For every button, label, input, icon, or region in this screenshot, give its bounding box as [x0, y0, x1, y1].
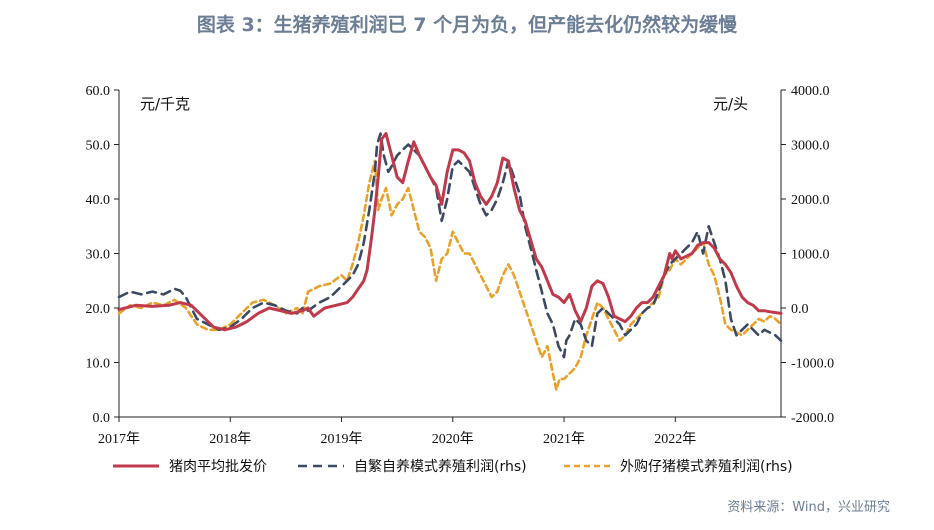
left-tick-label: 10.0 [86, 357, 111, 372]
right-tick-label: 4000.0 [791, 84, 830, 99]
right-tick-label: 0.0 [791, 302, 809, 317]
left-tick-label: 50.0 [86, 139, 111, 154]
series-line-1 [117, 132, 783, 332]
legend-label-3: 外购仔猪模式养殖利润(rhs) [620, 458, 793, 475]
x-tick-label: 2018年 [209, 431, 251, 447]
right-tick-label: -1000.0 [791, 357, 834, 372]
right-tick-label: -2000.0 [791, 411, 834, 426]
x-tick-label: 2021年 [543, 431, 585, 447]
legend-label-2: 自繁自养模式养殖利润(rhs) [354, 458, 527, 475]
right-axis-unit: 元/头 [713, 95, 748, 113]
x-tick-label: 2017年 [98, 431, 140, 447]
left-tick-label: 60.0 [86, 84, 111, 99]
left-tick-label: 0.0 [93, 411, 111, 426]
x-tick-label: 2020年 [432, 431, 474, 447]
chart-title: 图表 3：生猪养殖利润已 7 个月为负，但产能去化仍然较为缓慢 [196, 14, 738, 36]
left-tick-label: 40.0 [86, 193, 111, 208]
right-tick-label: 2000.0 [791, 193, 830, 208]
source-note: 资料来源：Wind，兴业研究 [727, 500, 890, 515]
legend-label-1: 猪肉平均批发价 [169, 459, 267, 475]
x-tick-label: 2019年 [321, 431, 363, 447]
series-line-3 [117, 159, 783, 392]
left-axis-unit: 元/千克 [140, 95, 190, 113]
left-tick-label: 30.0 [86, 248, 111, 263]
axes-group: 0.0 10.0 20.0 30.0 40.0 50.0 60.0 -2000.0 -1000.… [86, 84, 835, 447]
right-tick-label: 3000.0 [791, 139, 830, 154]
left-tick-label: 20.0 [86, 302, 111, 317]
x-tick-label: 2022年 [654, 431, 696, 447]
series-group [117, 132, 783, 392]
legend-group: 猪肉平均批发价 自繁自养模式养殖利润(rhs) 外购仔猪模式养殖利润(rhs) [113, 458, 793, 475]
right-tick-label: 1000.0 [791, 248, 830, 263]
